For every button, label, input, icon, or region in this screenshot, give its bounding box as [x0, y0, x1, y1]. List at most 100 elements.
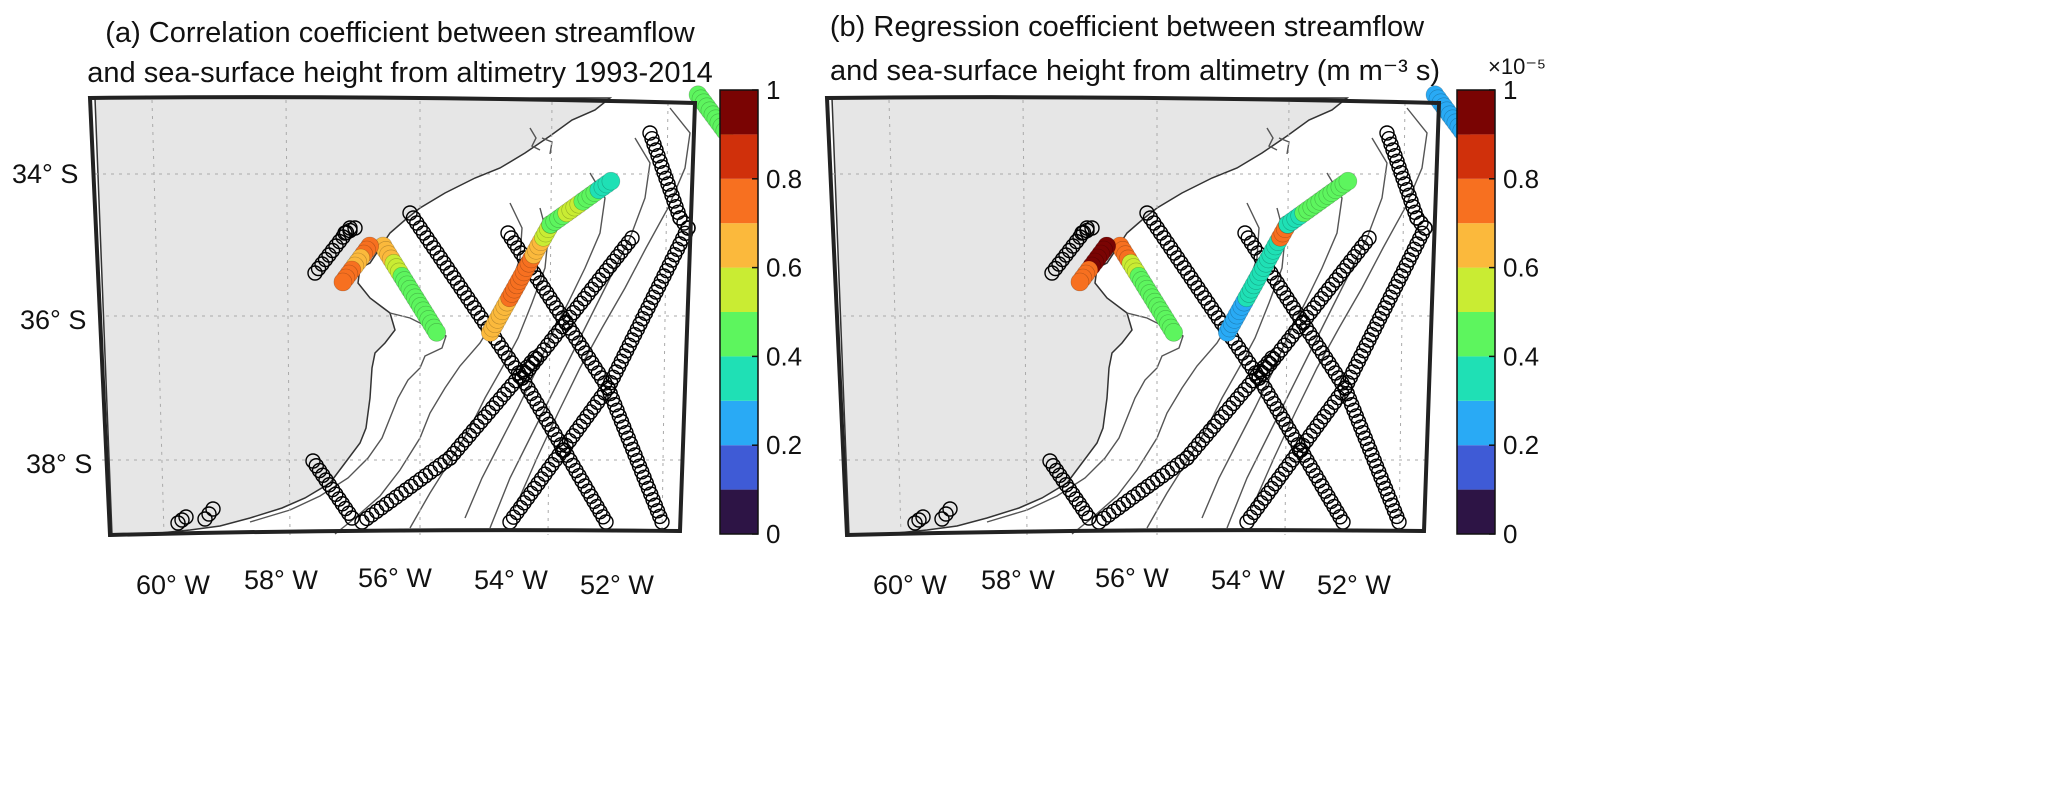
panel-a-map-frame — [87, 95, 698, 538]
panel-b-colorbar: 0 0.2 0.4 0.6 0.8 1 — [1456, 75, 1539, 549]
colorbar-segment — [720, 134, 758, 179]
altimetry-point-ring — [680, 220, 696, 236]
colorbar-tick-label: 1 — [766, 75, 780, 105]
colorbar-tick-label: 0.2 — [1503, 430, 1539, 460]
altimetry-point-ring — [1206, 418, 1222, 434]
altimetry-point-ring — [1198, 427, 1215, 443]
colorbar-segment — [1457, 134, 1495, 179]
altimetry-point-ring — [492, 391, 508, 407]
panel-b-map-frame — [824, 95, 1442, 538]
altimetry-point-ring — [473, 413, 489, 430]
colorbar-segment — [720, 223, 758, 268]
altimetry-point-ring — [507, 373, 524, 389]
colorbar-segment — [720, 356, 758, 401]
altimetry-point-ring — [1084, 220, 1100, 236]
altimetry-point-ring — [477, 409, 493, 425]
colorbar-segment — [1457, 223, 1495, 268]
altimetry-point-ring — [1174, 453, 1190, 470]
altimetry-point-ring — [907, 515, 923, 531]
lon-label: 56° W — [1095, 563, 1169, 593]
altimetry-point-ring — [1241, 377, 1257, 393]
altimetry-point-ring — [1233, 386, 1249, 403]
altimetry-point-ring — [1256, 359, 1272, 375]
lat-label: 34° S — [12, 159, 78, 189]
colorbar-tick-label: 0.4 — [766, 341, 802, 371]
colorbar-tick-label: 0 — [1503, 519, 1517, 549]
altimetry-point-ring — [347, 220, 363, 236]
altimetry-point-ring — [1081, 510, 1097, 526]
panel-b-altimetry-tracks — [907, 125, 1433, 531]
panel-b-colorbar-exponent: ×10⁻⁵ — [1488, 54, 1546, 79]
colorbar-segment — [720, 400, 758, 446]
altimetry-point-ring — [446, 445, 462, 462]
altimetry-point-ring — [1190, 436, 1207, 453]
panel-b-map — [824, 85, 1472, 538]
panel-b-title-line1: (b) Regression coefficient between strea… — [830, 11, 1425, 43]
altimetry-point-ring — [205, 501, 221, 517]
panel-a-lon-labels: 60° W 58° W 56° W 54° W 52° W — [136, 563, 654, 600]
altimetry-point-ring — [1264, 350, 1280, 366]
colorbar-tick-label: 0.8 — [766, 164, 802, 194]
altimetry-point-ring — [174, 512, 190, 528]
altimetry-point-ring — [178, 509, 194, 525]
altimetry-point-ring — [344, 510, 360, 526]
altimetry-point-ring — [1409, 210, 1425, 226]
colorbar-segment — [720, 312, 758, 357]
altimetry-point-ring — [496, 386, 512, 403]
altimetry-point-ring — [1194, 432, 1211, 448]
altimetry-point-ring — [511, 368, 528, 384]
altimetry-point-ring — [504, 377, 520, 393]
lat-label: 36° S — [20, 305, 86, 335]
altimetry-point-ring — [1260, 354, 1276, 371]
altimetry-point-ring — [469, 418, 485, 434]
colorbar-segment — [720, 445, 758, 490]
colorbar-segment — [1457, 90, 1495, 135]
colorbar-tick-label: 0.8 — [1503, 164, 1539, 194]
lon-label: 58° W — [981, 565, 1055, 595]
colorbar-segment — [720, 489, 758, 534]
altimetry-point-ring — [484, 400, 501, 416]
altimetry-point-ring — [505, 509, 522, 525]
altimetry-point-ring — [1078, 505, 1094, 521]
altimetry-point-ring — [1244, 373, 1261, 389]
colorbar-segment — [720, 90, 758, 135]
panel-b-title-line2: and sea-surface height from altimetry (m… — [830, 55, 1440, 87]
altimetry-point-ring — [911, 512, 927, 528]
colorbar-segment — [1457, 356, 1495, 401]
altimetry-point-ring — [672, 210, 688, 226]
panel-a-altimetry-tracks — [170, 125, 696, 531]
colorbar-tick-label: 0.2 — [766, 430, 802, 460]
altimetry-point-ring — [465, 423, 481, 439]
altimetry-point-ring — [1221, 400, 1238, 416]
panel-b: (b) Regression coefficient between strea… — [824, 11, 1546, 600]
lon-label: 56° W — [358, 563, 432, 593]
altimetry-point-ring — [1361, 230, 1377, 246]
colorbar-tick-label: 0.6 — [1503, 253, 1539, 283]
altimetry-point-ring — [942, 501, 958, 517]
colorbar-segment — [720, 178, 758, 224]
altimetry-point-ring — [1252, 363, 1269, 380]
altimetry-point-ring — [624, 230, 640, 246]
lon-label: 52° W — [1317, 570, 1391, 600]
altimetry-point-ring — [1242, 509, 1259, 525]
altimetry-point-ring — [915, 509, 931, 525]
altimetry-point-ring — [1413, 215, 1429, 231]
altimetry-point-ring — [437, 453, 453, 470]
altimetry-point-ring — [1210, 413, 1226, 430]
panel-a-map — [87, 85, 735, 538]
altimetry-point-ring — [1417, 220, 1433, 236]
altimetry-point-ring — [1202, 423, 1218, 439]
altimetry-point-ring — [1237, 382, 1253, 398]
colorbar-tick-label: 0.4 — [1503, 341, 1539, 371]
altimetry-point-ring — [1225, 395, 1242, 412]
altimetry-point-ring — [523, 354, 539, 371]
data-point — [1164, 323, 1184, 342]
colorbar-tick-label: 1 — [1503, 75, 1517, 105]
colorbar-tick-label: 0 — [766, 519, 780, 549]
altimetry-point-ring — [450, 441, 466, 457]
colorbar-segment — [1457, 267, 1495, 312]
lon-label: 52° W — [580, 570, 654, 600]
altimetry-point-ring — [519, 359, 535, 375]
altimetry-point-ring — [1217, 404, 1234, 421]
